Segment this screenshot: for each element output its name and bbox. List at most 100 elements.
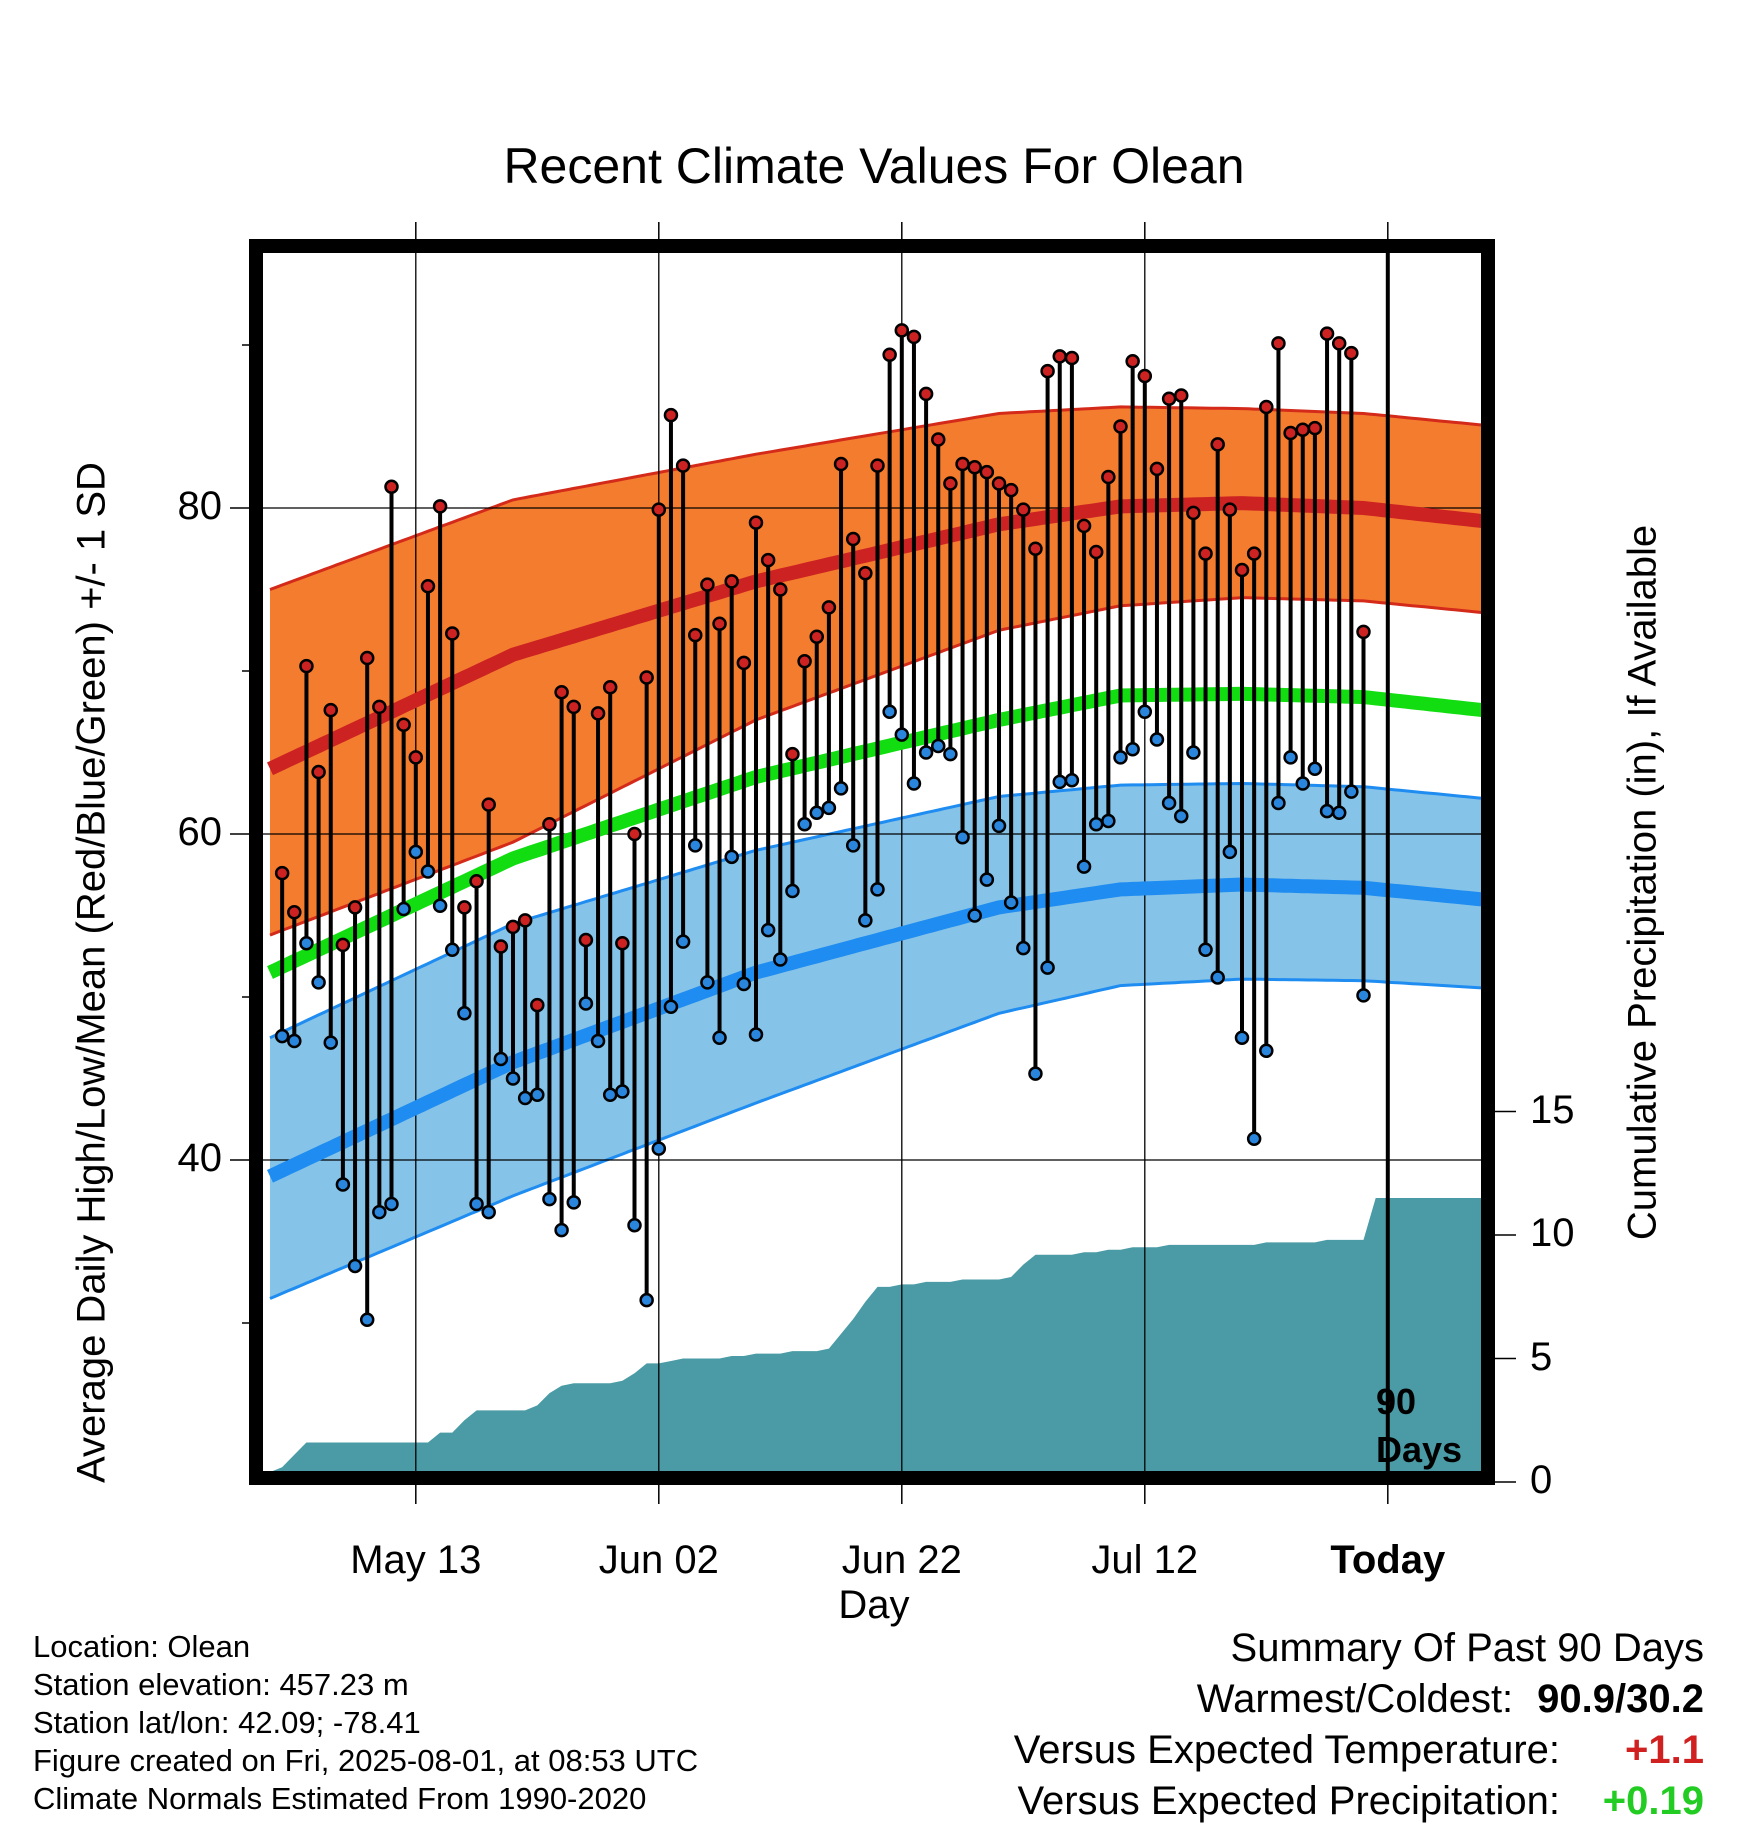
daily-low-point: [1028, 1066, 1043, 1081]
daily-high-point: [602, 680, 618, 695]
daily-low-point: [833, 781, 849, 796]
y2-tick-label: 10: [1530, 1211, 1575, 1255]
x-axis-label: Day: [838, 1583, 910, 1627]
daily-high-point: [1003, 482, 1019, 498]
daily-high-point: [1271, 336, 1286, 351]
y2-tick-label: 15: [1530, 1087, 1575, 1132]
daily-low-point: [700, 975, 715, 990]
daily-high-point: [906, 329, 922, 345]
daily-low-point: [1198, 942, 1213, 957]
daily-high-point: [797, 653, 812, 669]
daily-high-point: [1125, 354, 1140, 369]
daily-high-point: [530, 997, 545, 1013]
x-tick-label: Jun 22: [841, 1538, 962, 1582]
daily-low-point: [1356, 988, 1371, 1003]
daily-high-point: [396, 717, 411, 733]
daily-low-point: [287, 1033, 302, 1049]
daily-high-point: [943, 476, 958, 491]
daily-low-point: [1344, 784, 1359, 799]
daily-low-point: [785, 883, 800, 899]
daily-low-point: [1161, 795, 1177, 811]
warm-cold-value: 90.9/30.2: [1537, 1677, 1704, 1721]
daily-low-point: [1174, 808, 1189, 824]
y-axis-label: Average Daily High/Low/Mean (Red/Blue/Gr…: [69, 462, 114, 1483]
daily-low-point: [967, 908, 982, 923]
daily-low-point: [542, 1191, 557, 1207]
daily-high-point: [1137, 368, 1153, 384]
daily-low-point: [1295, 776, 1310, 791]
daily-low-point: [347, 1258, 363, 1274]
daily-high-point: [469, 874, 484, 889]
daily-high-point: [675, 458, 691, 473]
daily-high-point: [1040, 363, 1055, 379]
daily-high-point: [299, 658, 314, 674]
daily-high-point: [274, 865, 290, 881]
daily-high-point: [566, 699, 581, 715]
daily-high-point: [554, 684, 569, 700]
y-tick-label: 80: [177, 484, 223, 528]
latlon-text: Station lat/lon: 42.09; -78.41: [33, 1705, 421, 1740]
high-band-lower-edge: [269, 596, 1482, 937]
daily-high-point: [1088, 544, 1104, 560]
daily-low-point: [894, 727, 910, 742]
daily-low-point: [918, 745, 934, 760]
daily-low-point: [359, 1312, 375, 1327]
daily-high-point: [1186, 505, 1201, 521]
daily-low-point: [882, 704, 897, 719]
daily-low-point: [1319, 803, 1335, 819]
daily-high-point: [1174, 388, 1189, 403]
daily-high-point: [1052, 349, 1067, 364]
cumulative-precip-area: [270, 1198, 1482, 1472]
daily-low-point: [809, 805, 824, 821]
daily-low-point: [372, 1204, 387, 1220]
daily-low-point: [481, 1204, 496, 1220]
x-tick-label: May 13: [350, 1538, 482, 1582]
chart-title: Recent Climate Values For Olean: [503, 138, 1245, 194]
daily-high-point: [1234, 562, 1250, 578]
daily-low-point: [845, 838, 861, 853]
daily-low-point: [517, 1090, 533, 1106]
daily-low-point: [724, 849, 739, 865]
y2-tick-label: 5: [1530, 1334, 1553, 1379]
daily-high-point: [323, 702, 338, 718]
daily-high-point: [1319, 326, 1335, 341]
daily-high-point: [870, 458, 885, 473]
daily-high-point: [1356, 624, 1371, 640]
daily-high-point: [1161, 391, 1177, 407]
daily-low-point: [615, 1084, 630, 1099]
daily-low-point: [760, 922, 776, 938]
daily-low-point: [590, 1033, 606, 1049]
daily-high-point: [287, 904, 302, 920]
daily-low-point: [1137, 704, 1153, 719]
daily-high-point: [931, 432, 946, 447]
daily-low-point: [1040, 960, 1055, 975]
y2-tick-label: 0: [1530, 1458, 1553, 1502]
daily-high-point: [627, 826, 642, 842]
daily-high-point: [748, 515, 764, 530]
daily-low-point: [712, 1030, 727, 1045]
daily-high-point: [615, 935, 630, 951]
daily-high-point: [688, 627, 703, 643]
daily-low-point: [408, 844, 424, 860]
daily-high-point: [1113, 419, 1128, 434]
daily-high-point: [505, 919, 521, 935]
daily-high-point: [724, 574, 739, 589]
y2-axis-label: Cumulative Precipitation (in), If Availa…: [1620, 524, 1665, 1241]
daily-low-point: [566, 1195, 581, 1210]
daily-high-point: [420, 578, 436, 594]
daily-low-point: [602, 1087, 618, 1103]
daily-high-point: [639, 670, 654, 685]
daily-high-point: [773, 582, 788, 597]
daily-high-point: [1198, 546, 1213, 561]
precip-value: +0.19: [1602, 1779, 1704, 1823]
low-band-lower-edge: [269, 977, 1482, 1300]
daily-low-point: [1259, 1043, 1274, 1059]
summary-panel: Summary Of Past 90 Days Warmest/Coldest:…: [1014, 1623, 1704, 1827]
daily-high-point: [663, 407, 679, 423]
daily-high-point: [967, 460, 982, 475]
daily-low-point: [554, 1222, 569, 1238]
high-band-upper-edge: [269, 405, 1482, 591]
daily-low-point: [432, 898, 448, 913]
daily-high-point: [457, 900, 472, 915]
